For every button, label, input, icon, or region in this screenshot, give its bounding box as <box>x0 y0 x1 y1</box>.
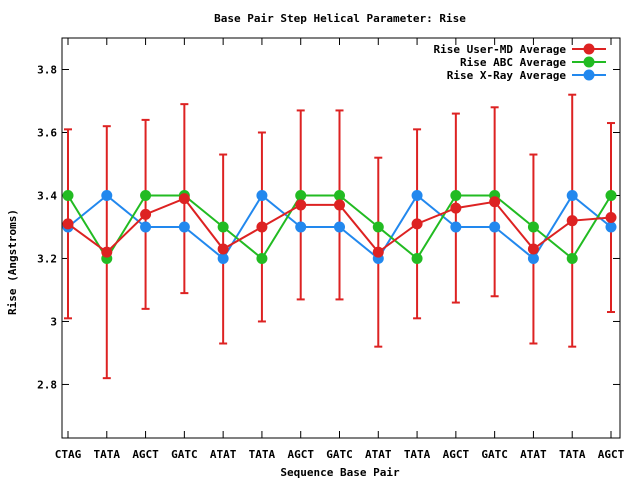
x-tick-label: CTAG <box>55 448 82 461</box>
x-axis-label: Sequence Base Pair <box>280 466 400 479</box>
data-point <box>566 252 578 264</box>
data-point <box>372 221 384 233</box>
data-point <box>450 202 462 214</box>
x-tick-label: TATA <box>94 448 121 461</box>
x-tick-label: GATC <box>171 448 198 461</box>
data-point <box>256 189 268 201</box>
data-point <box>295 189 307 201</box>
x-tick-label: AGCT <box>287 448 314 461</box>
plot-frame <box>61 37 621 439</box>
data-point <box>605 189 617 201</box>
data-point <box>178 193 190 205</box>
data-point <box>334 189 345 201</box>
x-tick-label: ATAT <box>210 448 237 461</box>
data-point <box>411 218 423 230</box>
data-point <box>411 189 423 201</box>
data-point <box>217 221 229 233</box>
x-tick-label: ATAT <box>365 448 392 461</box>
chart-title: Base Pair Step Helical Parameter: Rise <box>214 12 466 25</box>
data-point <box>256 252 268 264</box>
x-tick-label: TATA <box>249 448 276 461</box>
x-tick-label: TATA <box>559 448 586 461</box>
data-point <box>450 189 462 201</box>
data-point <box>527 221 539 233</box>
x-tick-label: AGCT <box>598 448 625 461</box>
data-point <box>372 246 384 258</box>
x-tick-label: ATAT <box>520 448 547 461</box>
plot-area: 2.8 3 3.2 3.4 3.6 3.8 CTAG TATA AGCT GATC ATAT TATA… <box>37 37 625 461</box>
data-point <box>101 189 113 201</box>
y-tick-label: 3.4 <box>37 189 57 202</box>
data-point <box>605 221 617 233</box>
data-point <box>295 199 307 211</box>
y-tick-label: 3.2 <box>37 252 57 265</box>
legend-marker <box>583 43 595 55</box>
data-point <box>140 208 152 220</box>
data-point <box>178 221 190 233</box>
data-point <box>62 218 74 230</box>
data-point <box>334 221 345 233</box>
data-point <box>334 199 345 211</box>
data-point <box>450 221 462 233</box>
data-point <box>527 243 539 255</box>
x-tick-label: AGCT <box>443 448 470 461</box>
data-point <box>566 189 578 201</box>
data-point <box>256 221 268 233</box>
data-point <box>217 243 229 255</box>
y-axis-label: Rise (Angstroms) <box>6 209 19 315</box>
y-tick-label: 3.8 <box>37 63 57 76</box>
data-point <box>605 212 617 224</box>
data-point <box>62 189 74 201</box>
data-point <box>101 246 113 258</box>
x-tick-label: GATC <box>326 448 353 461</box>
legend-marker <box>583 56 595 68</box>
y-tick-label: 3 <box>50 315 57 328</box>
data-point <box>411 252 423 264</box>
data-point <box>489 221 501 233</box>
legend-marker <box>583 69 595 81</box>
x-tick-label: GATC <box>481 448 508 461</box>
data-point <box>140 189 152 201</box>
data-point <box>527 252 539 264</box>
legend-label: Rise X-Ray Average <box>447 69 567 82</box>
x-tick-label: AGCT <box>132 448 159 461</box>
y-tick-label: 2.8 <box>37 378 57 391</box>
legend-label: Rise ABC Average <box>460 56 566 69</box>
data-point <box>566 215 578 227</box>
data-point <box>489 196 501 208</box>
data-point <box>217 252 229 264</box>
data-point <box>295 221 307 233</box>
x-tick-label: TATA <box>404 448 431 461</box>
data-point <box>140 221 152 233</box>
legend-label: Rise User-MD Average <box>434 43 567 56</box>
y-tick-label: 3.6 <box>37 126 57 139</box>
